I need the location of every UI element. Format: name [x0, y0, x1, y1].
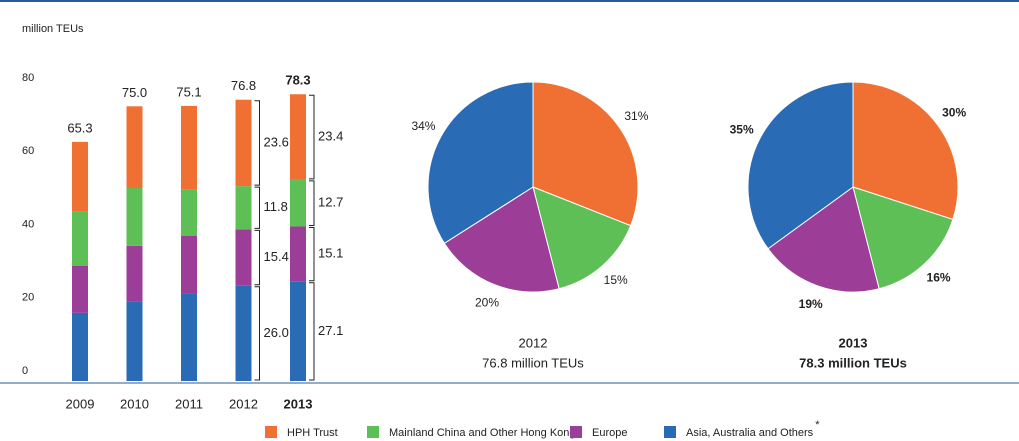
x-tick-label: 2011 — [175, 396, 203, 411]
segment-label: 12.7 — [318, 195, 343, 210]
legend-swatch — [265, 426, 277, 438]
bar-segment — [72, 312, 88, 381]
legend-swatch — [570, 426, 582, 438]
bar-segment — [72, 211, 88, 266]
total-label: 65.3 — [67, 120, 92, 135]
legend-note: * — [815, 419, 820, 431]
pie-slice — [852, 81, 959, 221]
pie-slice — [532, 186, 632, 290]
x-tick-label: 2013 — [284, 396, 313, 411]
bar-segment — [126, 245, 143, 302]
bracket — [254, 229, 260, 286]
pie-slice — [443, 186, 560, 293]
bar-segment — [181, 189, 197, 236]
slice-label: 31% — [624, 109, 648, 123]
slice-label: 34% — [411, 119, 435, 133]
bracket — [309, 282, 315, 381]
pie-slice — [767, 186, 880, 293]
y-tick-label: 40 — [22, 218, 34, 230]
bar-segment — [290, 179, 306, 227]
bar-segment — [235, 229, 252, 286]
bracket — [309, 180, 315, 226]
bar-segment — [235, 285, 252, 381]
total-label: 76.8 — [231, 78, 256, 93]
x-tick-label: 2009 — [66, 396, 95, 411]
bar-segment — [126, 106, 143, 188]
bar-segment — [290, 94, 306, 180]
bar-segment — [181, 293, 197, 381]
pie-title: 2013 — [839, 335, 868, 350]
slice-label: 19% — [799, 297, 823, 311]
bar-segment — [235, 99, 252, 187]
slice-label: 35% — [730, 122, 754, 136]
bar-segment — [290, 281, 306, 381]
bar-segment — [181, 105, 197, 190]
segment-label: 11.8 — [264, 199, 288, 214]
segment-label: 23.6 — [264, 134, 289, 149]
bar-segment — [72, 265, 88, 313]
bar-segment — [126, 187, 143, 246]
bar-segment — [126, 301, 143, 381]
pie-slice — [427, 81, 534, 244]
bracket — [254, 286, 260, 381]
bar-segment — [235, 186, 252, 230]
segment-label: 23.4 — [318, 129, 343, 144]
bar-segment — [72, 141, 88, 212]
y-tick-label: 0 — [22, 365, 28, 377]
slice-label: 30% — [942, 106, 966, 120]
pie-slice — [747, 81, 854, 250]
y-tick-label: 80 — [22, 72, 34, 84]
slice-label: 15% — [604, 273, 628, 287]
pie-subtitle: 78.3 million TEUs — [799, 355, 907, 370]
x-tick-label: 2010 — [120, 396, 149, 411]
bracket — [254, 186, 260, 229]
segment-label: 15.1 — [318, 246, 343, 261]
y-tick-label: 60 — [22, 145, 34, 157]
pie-slice — [532, 81, 639, 227]
slice-label: 16% — [927, 270, 951, 284]
legend-label: Europe — [592, 427, 627, 439]
segment-label: 15.4 — [264, 249, 289, 264]
total-label: 78.3 — [285, 73, 310, 88]
legend-label: Asia, Australia and Others — [686, 427, 814, 439]
bracket — [309, 226, 315, 282]
total-label: 75.0 — [122, 85, 147, 100]
x-tick-label: 2012 — [229, 396, 258, 411]
pie-title: 2012 — [519, 335, 548, 350]
legend-label: Mainland China and Other Hong Kong — [389, 427, 576, 439]
pie-slice — [852, 186, 954, 290]
bar-segment — [290, 226, 306, 282]
legend-label: HPH Trust — [287, 427, 338, 439]
legend-swatch — [367, 426, 379, 438]
y-tick-label: 20 — [22, 292, 34, 304]
bracket — [309, 94, 315, 180]
segment-label: 27.1 — [318, 323, 343, 338]
slice-label: 20% — [475, 295, 499, 309]
bar-segment — [181, 235, 197, 294]
pie-subtitle: 76.8 million TEUs — [482, 355, 584, 370]
legend-swatch — [664, 426, 676, 438]
total-label: 75.1 — [176, 84, 201, 99]
y-axis-label: million TEUs — [22, 23, 84, 35]
bracket — [254, 100, 260, 186]
segment-label: 26.0 — [264, 325, 289, 340]
